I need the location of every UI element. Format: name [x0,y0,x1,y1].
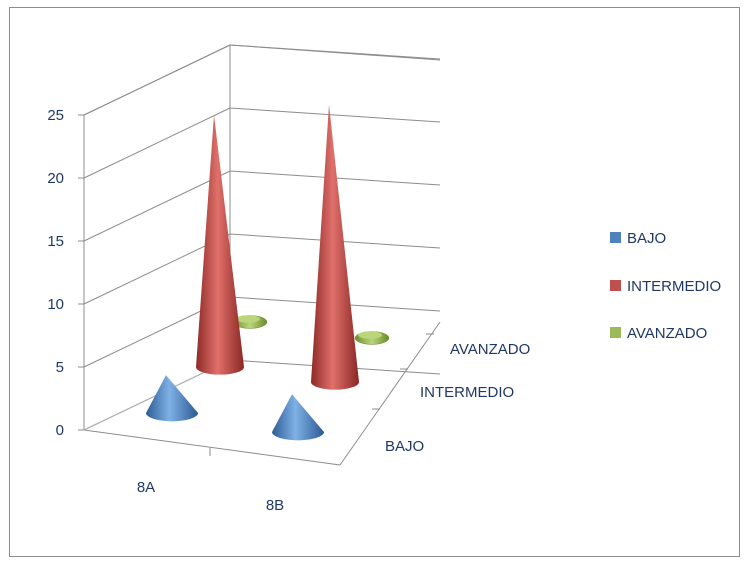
legend-swatch [610,232,621,243]
depth-axis-line [339,321,441,466]
gridline-back [229,44,441,61]
legend-swatch [610,327,621,338]
legend-label: BAJO [627,230,666,247]
cone-body [272,394,324,441]
cone-avanzado-8b [354,331,390,345]
gridline-side [83,170,231,242]
cone-top [236,315,260,323]
y-tick-label: 5 [56,359,64,376]
cone-body [146,375,198,422]
y-tick-label: 0 [56,422,64,439]
legend: BAJO INTERMEDIO AVANZADO [610,230,721,342]
y-tick-label: 15 [47,233,64,250]
depth-tick-label: BAJO [385,438,424,455]
x-axis-line [83,429,341,466]
cone-bajo-8a [146,375,198,422]
cone-intermedio-8a [196,115,244,375]
y-tick-labels: 0 5 10 15 20 25 [47,107,84,439]
depth-tick-label: AVANZADO [450,341,530,358]
gridline-side [83,107,231,179]
x-tick-label: 8A [137,479,155,496]
y-tick-label: 20 [47,170,64,187]
gridlines [83,44,441,431]
legend-label: INTERMEDIO [627,278,721,295]
axes [83,45,441,466]
depth-tick-labels: BAJO INTERMEDIO AVANZADO [372,333,530,455]
cone-avanzado-8a [232,315,268,329]
x-tick-label: 8B [266,497,284,514]
depth-tick-label: INTERMEDIO [420,384,514,401]
cone-intermedio-8b [311,104,359,390]
legend-label: AVANZADO [627,325,707,342]
gridline-side [83,44,231,116]
cone-body [196,115,244,375]
cone-body [311,104,359,390]
gridline-back [229,107,441,123]
cone-top [358,331,382,339]
y-tick-label: 25 [47,107,64,124]
x-tick-labels: 8A 8B [137,448,284,514]
cones [146,104,390,441]
legend-swatch [610,280,621,291]
y-tick-label: 10 [47,296,64,313]
cone-bajo-8b [272,394,324,441]
